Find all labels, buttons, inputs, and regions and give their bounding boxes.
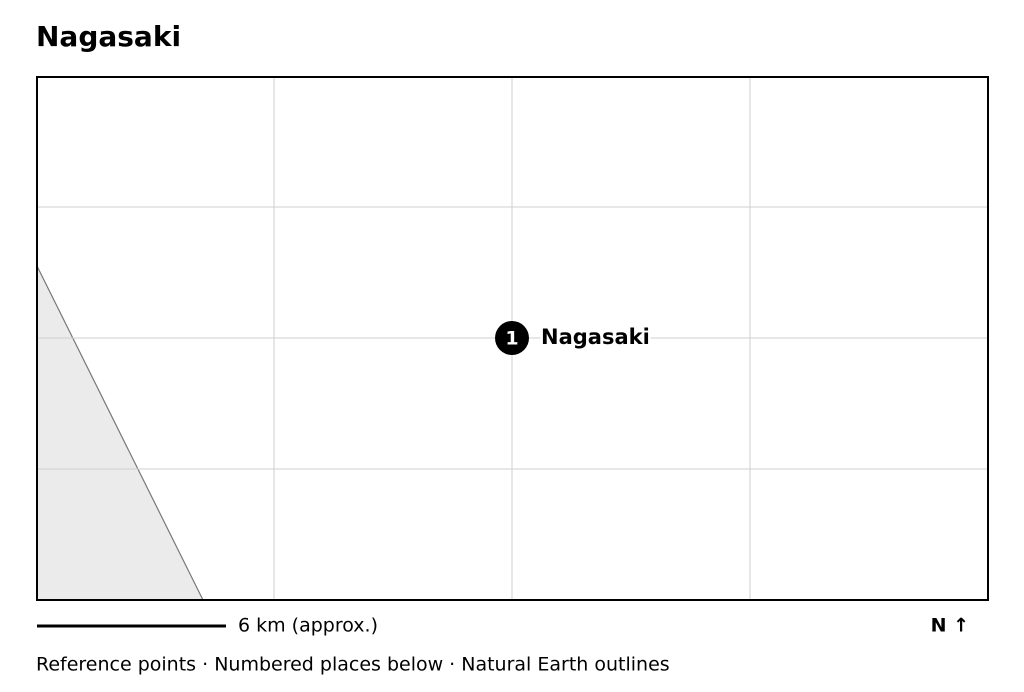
place-marker: 1 Nagasaki bbox=[495, 321, 652, 355]
map-title: Nagasaki bbox=[36, 20, 181, 53]
marker-dot bbox=[495, 321, 529, 355]
place-label: Nagasaki bbox=[541, 325, 650, 349]
north-arrow: N ↑ bbox=[931, 615, 969, 637]
scale-label: 6 km (approx.) bbox=[238, 615, 378, 637]
map-frame bbox=[36, 76, 989, 601]
map-area: 1 Nagasaki bbox=[36, 76, 989, 601]
footer-note: Reference points · Numbered places below… bbox=[36, 654, 670, 676]
marker-number: 1 bbox=[505, 328, 518, 350]
